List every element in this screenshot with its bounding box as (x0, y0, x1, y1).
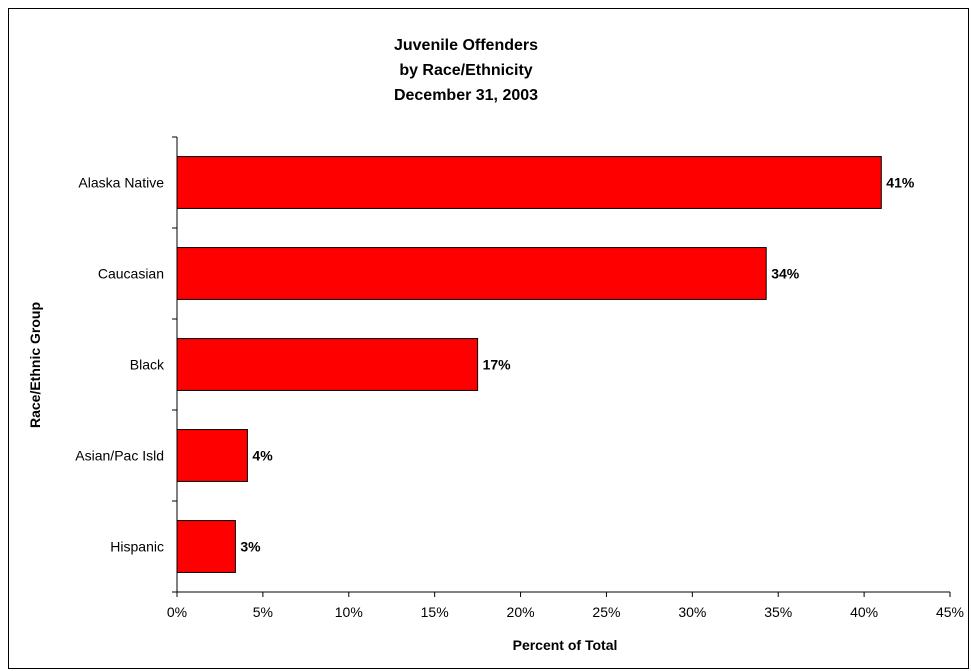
category-labels: Alaska Native Caucasian Black Asian/Pac Isl… (75, 175, 165, 555)
x-tick-label: 20% (507, 604, 535, 620)
category-label-alaska-native: Alaska Native (78, 175, 164, 191)
x-tick-label: 5% (253, 604, 273, 620)
bar-hispanic (176, 520, 236, 573)
chart-title-line-3: December 31, 2003 (394, 87, 538, 104)
data-label-alaska-native: 41% (886, 175, 915, 191)
category-label-asian-pac-isld: Asian/Pac Isld (75, 448, 164, 464)
chart-title-line-2: by Race/Ethnicity (399, 62, 532, 79)
bars (176, 156, 882, 573)
x-tick-label: 40% (850, 604, 878, 620)
data-label-black: 17% (483, 357, 512, 373)
bar-caucasian (176, 247, 767, 300)
category-label-caucasian: Caucasian (98, 266, 164, 282)
y-axis-title: Race/Ethnic Group (27, 302, 43, 428)
data-label-asian-pac-isld: 4% (252, 448, 273, 464)
x-tick-label: 45% (936, 604, 964, 620)
x-tick-label: 10% (335, 604, 363, 620)
y-axis (172, 136, 178, 593)
data-label-hispanic: 3% (240, 539, 261, 555)
bar-asian-pac-isld (176, 429, 248, 482)
x-tick-label: 15% (421, 604, 449, 620)
x-tick-label: 30% (678, 604, 706, 620)
category-label-black: Black (130, 357, 165, 373)
chart-title-line-1: Juvenile Offenders (394, 37, 538, 54)
x-tick-label: 0% (167, 604, 187, 620)
data-label-caucasian: 34% (771, 266, 800, 282)
x-axis: 0% 5% 10% 15% 20% 25% 30% 35% 40% 45% (167, 591, 964, 620)
data-labels: 41% 34% 17% 4% 3% (240, 175, 914, 555)
chart-title: Juvenile Offenders by Race/Ethnicity Dec… (394, 37, 538, 104)
bar-alaska-native (176, 156, 882, 209)
bar-black (176, 338, 479, 391)
x-tick-label: 35% (764, 604, 792, 620)
x-axis-title: Percent of Total (513, 637, 618, 653)
x-tick-label: 25% (592, 604, 620, 620)
chart-frame (8, 8, 969, 669)
category-label-hispanic: Hispanic (110, 539, 164, 555)
